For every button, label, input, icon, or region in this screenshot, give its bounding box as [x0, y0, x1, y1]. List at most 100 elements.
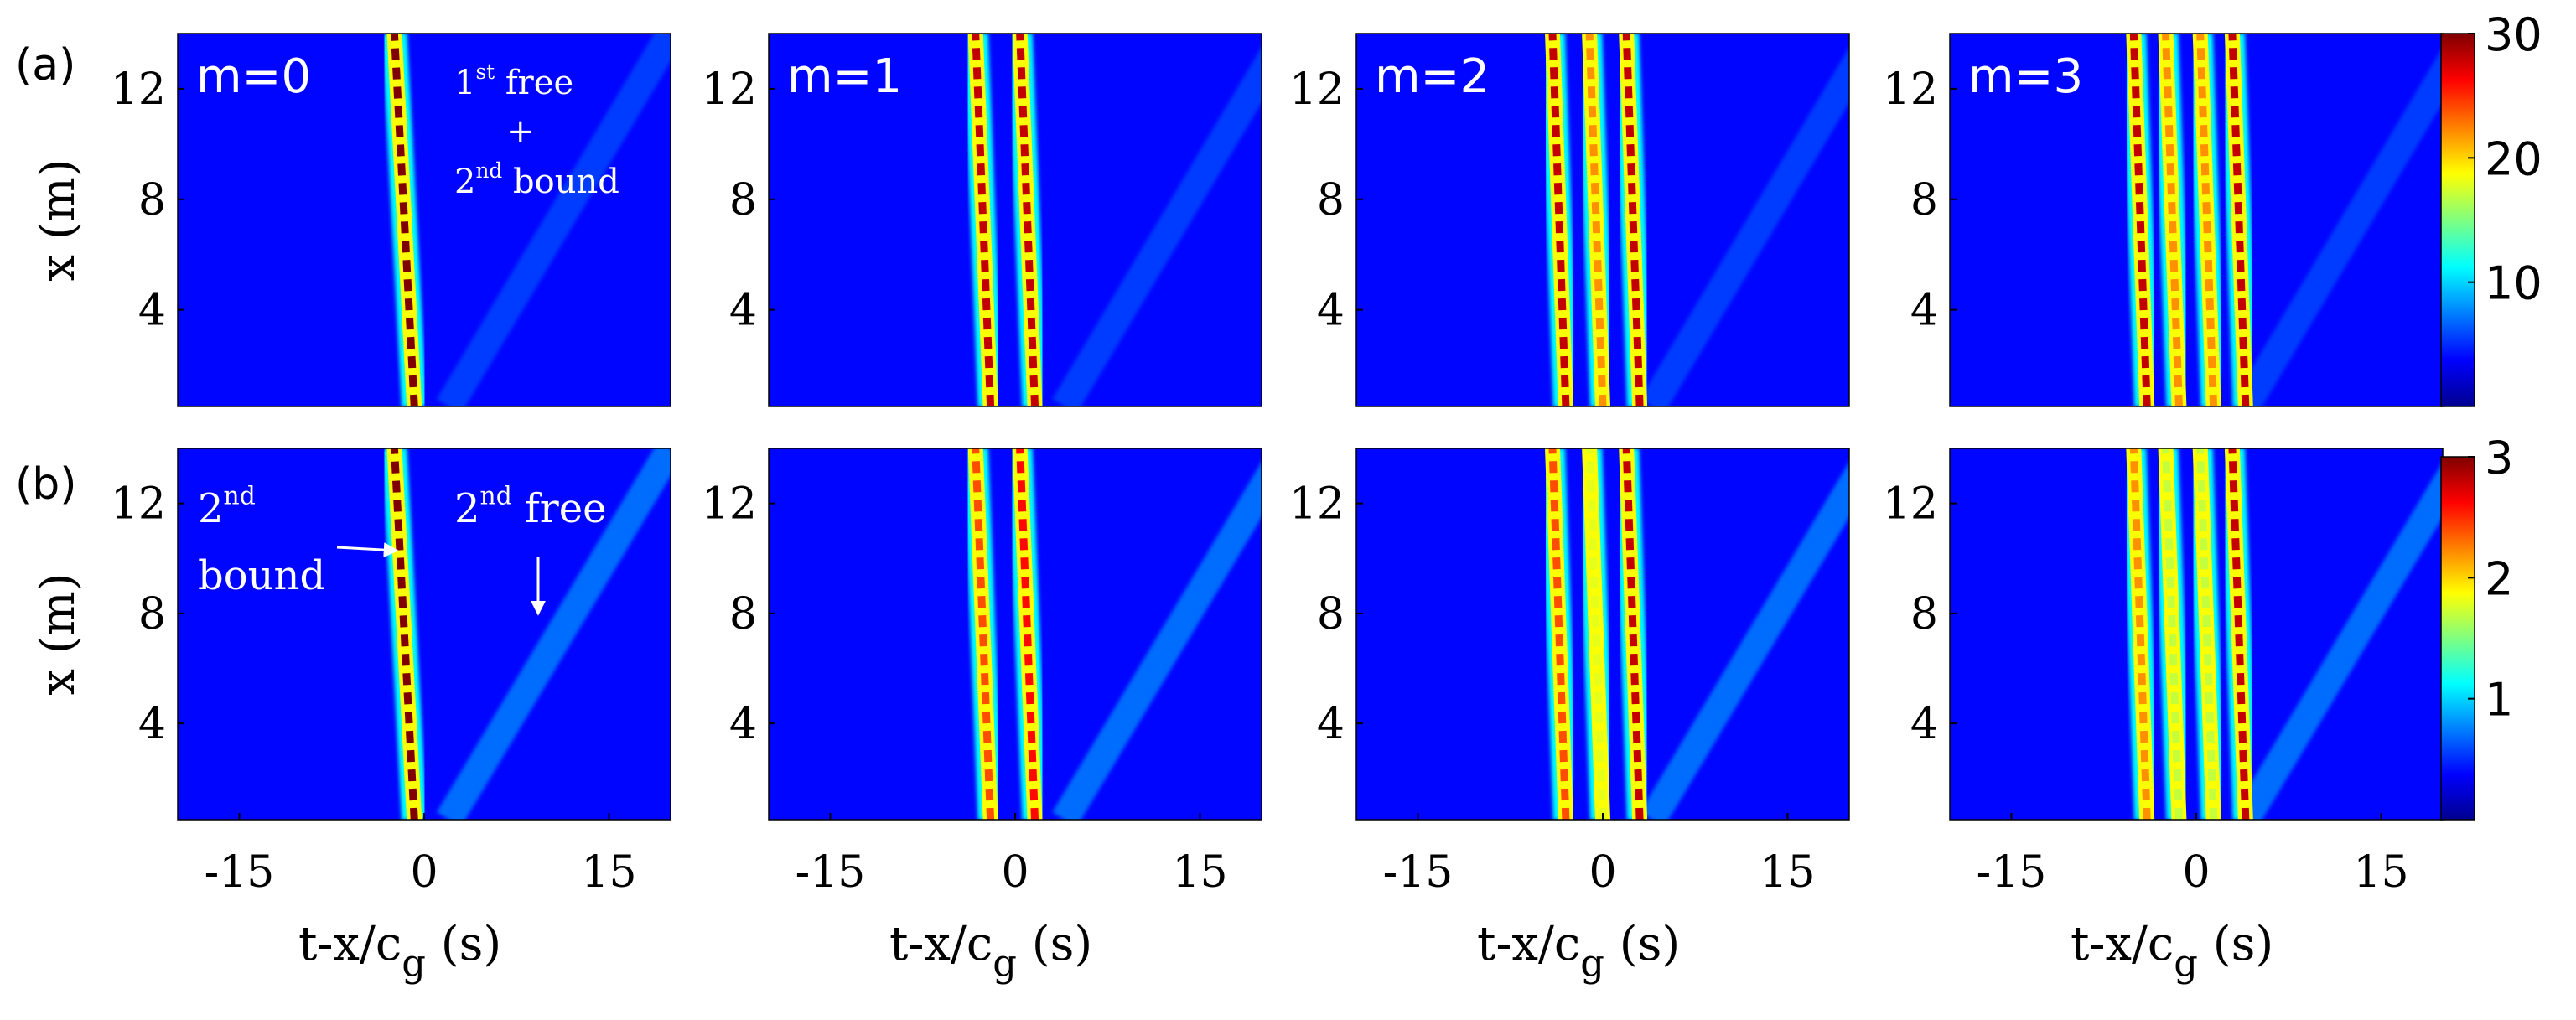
heatmap-background — [178, 34, 671, 406]
track-core — [2228, 448, 2250, 820]
y-tick-label: 4 — [1317, 699, 1345, 749]
x-tick-label: 15 — [1172, 847, 1227, 898]
track-1 — [1577, 34, 1615, 406]
track-1 — [1007, 448, 1048, 820]
track-core — [2162, 448, 2183, 820]
free-wave-band — [2233, 462, 2443, 820]
track-2 — [1614, 34, 1653, 406]
free-wave-band — [436, 34, 671, 406]
x-tick-label: 0 — [1589, 847, 1616, 898]
track-core — [1548, 34, 1570, 406]
panel-a-m3: m=3 12 8 4 — [1883, 33, 2444, 407]
x-axis-label: t-x/cg (s) — [889, 917, 1092, 986]
panel-frame — [177, 448, 671, 821]
track-3 — [2219, 448, 2258, 820]
y-tick-label: 8 — [138, 175, 166, 225]
track-core — [1585, 448, 1607, 820]
row-b: (b) 2nd bound 2nd free 12 8 4 x (m) -15 0 15 t-x/cg… — [15, 448, 2444, 986]
track-0 — [962, 34, 1003, 406]
annotation-2nd-free: 2nd free — [454, 481, 607, 532]
panel-frame — [1355, 448, 1850, 821]
heatmap-field — [1540, 34, 1849, 406]
track-core — [1585, 34, 1607, 406]
track-0 — [381, 34, 428, 406]
y-tick-label: 8 — [1910, 589, 1938, 639]
y-axis-label: x (m) — [31, 158, 86, 281]
row-label: (b) — [15, 459, 77, 510]
track-1 — [2153, 34, 2192, 406]
heatmap-field — [962, 448, 1262, 820]
x-tick-label: -15 — [205, 847, 275, 898]
track-core — [2162, 34, 2183, 406]
annotation-2nd-bound: 2nd bound — [454, 158, 619, 201]
free-wave-band — [1052, 462, 1262, 820]
x-tick-label: 0 — [410, 847, 438, 898]
y-tick-label: 4 — [138, 286, 166, 336]
track-0 — [2121, 448, 2160, 820]
y-tick-label: 8 — [1910, 175, 1938, 225]
colorbar-a: 30 20 10 — [2440, 8, 2542, 407]
x-tick-label: 15 — [581, 847, 636, 898]
panel-title: m=1 — [787, 49, 902, 104]
track-core — [1622, 448, 1644, 820]
y-tick-label: 4 — [1910, 699, 1938, 749]
colorbars-layer: 30 20 10 3 2 1 — [2440, 8, 2542, 821]
y-tick-label: 12 — [1289, 479, 1345, 530]
panel-b-m1: 12 8 4 -15 0 15 t-x/cg (s) — [702, 448, 1262, 986]
track-3 — [2219, 34, 2258, 406]
panel-a-m2: m=2 12 8 4 — [1289, 33, 1850, 407]
y-tick-label: 12 — [1883, 65, 1938, 115]
track-core — [1548, 448, 1570, 820]
x-tick-label: -15 — [1977, 847, 2047, 898]
track-1 — [1007, 34, 1048, 406]
arrow-bound — [336, 542, 399, 558]
colorbar-tick-label: 20 — [2485, 132, 2542, 185]
track-core — [1016, 34, 1039, 406]
track-core — [2129, 34, 2151, 406]
free-wave-band — [1640, 462, 1849, 820]
y-tick-label: 4 — [729, 699, 757, 749]
track-0 — [2121, 34, 2160, 406]
panel-b-m2: 12 8 4 -15 0 15 t-x/cg (s) — [1289, 448, 1850, 986]
colorbar-gradient — [2440, 33, 2475, 407]
y-tick-label: 12 — [702, 65, 757, 115]
y-tick-label: 4 — [138, 699, 166, 749]
row-label: (a) — [15, 40, 75, 91]
track-1 — [2153, 448, 2192, 820]
panel-frame — [1355, 33, 1850, 407]
x-axis-label: t-x/cg (s) — [298, 917, 501, 986]
panel-b-m0: 2nd bound 2nd free 12 8 4 x (m) -15 0 15 t-x/cg (s… — [31, 448, 671, 986]
panel-title: m=3 — [1968, 49, 2083, 104]
free-wave-band — [1052, 47, 1262, 406]
row-a: (a) m=0 1st free +2nd bound 12 8 4 x (m) m=1 12 8 4… — [15, 33, 2444, 407]
colorbar-tick-label: 1 — [2485, 674, 2513, 727]
x-tick-label: 0 — [2182, 847, 2210, 898]
track-0 — [1540, 34, 1578, 406]
annotation-plus: + — [506, 112, 535, 151]
heatmap-field — [1540, 448, 1849, 820]
track-2 — [2187, 34, 2226, 406]
colorbar-gradient — [2440, 456, 2475, 821]
track-core — [1622, 34, 1644, 406]
y-tick-label: 8 — [138, 589, 166, 639]
track-core — [2196, 34, 2218, 406]
heatmap-field — [2121, 448, 2443, 820]
track-core — [2196, 448, 2218, 820]
x-tick-label: -15 — [1383, 847, 1454, 898]
free-wave-band — [1640, 47, 1849, 406]
y-tick-label: 12 — [1289, 65, 1345, 115]
track-core — [1016, 448, 1039, 820]
panel-a-m1: m=1 12 8 4 — [702, 33, 1262, 407]
y-tick-label: 12 — [702, 479, 757, 530]
panel-b-m3: 12 8 4 -15 0 15 t-x/cg (s) — [1883, 448, 2444, 986]
annotation-1st-free: 1st free — [454, 60, 573, 102]
y-tick-label: 4 — [1910, 286, 1938, 336]
y-tick-label: 4 — [729, 286, 757, 336]
panel-frame — [768, 448, 1262, 821]
track-2 — [1614, 448, 1653, 820]
track-0 — [381, 448, 428, 820]
track-core — [390, 34, 418, 406]
track-core — [2228, 34, 2250, 406]
heatmap-field — [381, 34, 671, 406]
